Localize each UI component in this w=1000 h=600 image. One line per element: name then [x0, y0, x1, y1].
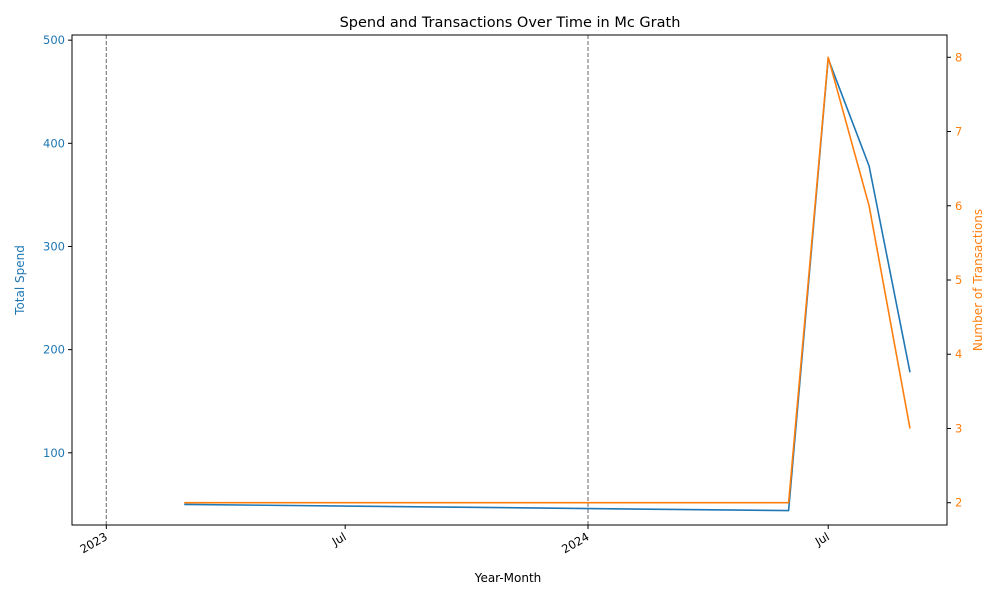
- x-tick-label: 2024: [559, 529, 591, 556]
- y-axis-label-right: Number of Transactions: [971, 209, 985, 351]
- plot-frame: [71, 34, 948, 526]
- y-left-tick-label: 400: [43, 136, 65, 150]
- axes: [71, 34, 948, 526]
- series-lines: [184, 56, 911, 512]
- y-right-tick-label: 4: [955, 347, 962, 361]
- y-left-tick-label: 300: [43, 239, 65, 253]
- x-tick-label: 2023: [77, 529, 109, 556]
- series-line-right: [184, 56, 911, 504]
- y-left-tick-label: 100: [43, 446, 65, 460]
- y-right-tick-label: 3: [955, 421, 962, 435]
- series-line-left: [184, 57, 911, 512]
- vertical-markers: [105, 35, 589, 525]
- y-axis-label-left: Total Spend: [13, 245, 27, 316]
- y-right-tick-label: 2: [955, 496, 962, 510]
- y-left-tick-label: 500: [43, 33, 65, 47]
- y-right-tick-label: 6: [955, 199, 962, 213]
- y-left-tick-label: 200: [43, 343, 65, 357]
- y-right-tick-label: 7: [955, 125, 962, 139]
- y-right-tick-label: 8: [955, 50, 962, 64]
- x-axis-label: Year-Month: [474, 571, 542, 585]
- ticks: 2023 Jul 2024 Jul 100 200 300 400 500 2 3 4 5 6 7 8: [43, 33, 962, 556]
- chart-title: Spend and Transactions Over Time in Mc G…: [340, 15, 681, 31]
- x-tick-label: Jul: [329, 529, 349, 549]
- y-right-tick-label: 5: [955, 273, 962, 287]
- x-tick-label: Jul: [812, 529, 832, 549]
